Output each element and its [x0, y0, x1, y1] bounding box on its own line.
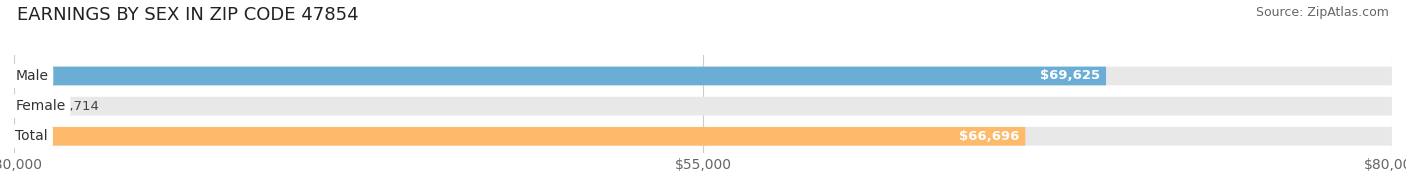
FancyBboxPatch shape [14, 97, 1392, 115]
Text: $69,625: $69,625 [1040, 70, 1101, 83]
Text: Total: Total [15, 129, 48, 143]
Text: $30,714: $30,714 [45, 100, 100, 113]
FancyBboxPatch shape [14, 127, 1392, 146]
Text: Male: Male [15, 69, 48, 83]
Text: Source: ZipAtlas.com: Source: ZipAtlas.com [1256, 6, 1389, 19]
FancyBboxPatch shape [14, 97, 34, 115]
Text: Female: Female [15, 99, 66, 113]
Text: $66,696: $66,696 [959, 130, 1019, 143]
FancyBboxPatch shape [14, 127, 1025, 146]
FancyBboxPatch shape [14, 67, 1392, 85]
Text: EARNINGS BY SEX IN ZIP CODE 47854: EARNINGS BY SEX IN ZIP CODE 47854 [17, 6, 359, 24]
FancyBboxPatch shape [14, 67, 1107, 85]
